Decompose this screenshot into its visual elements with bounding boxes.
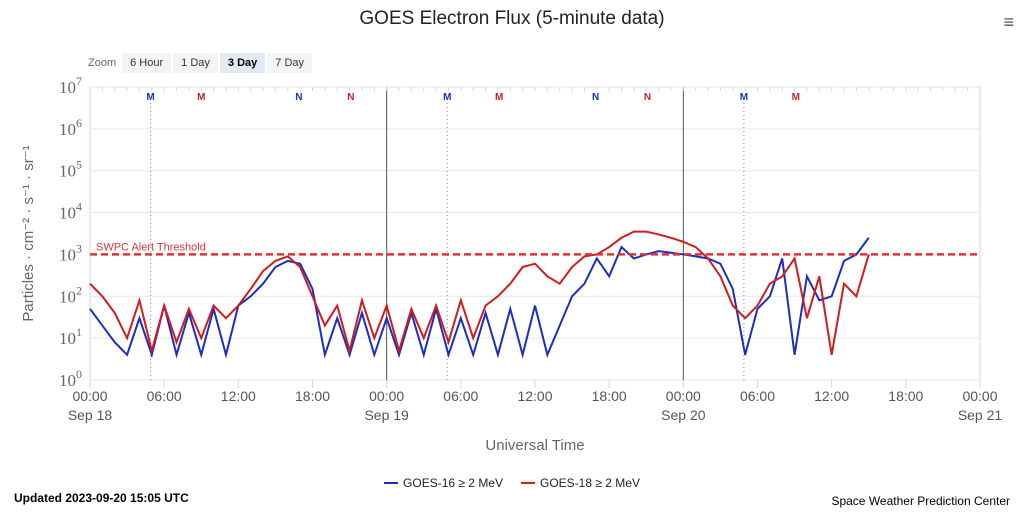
chart-title: GOES Electron Flux (5-minute data) xyxy=(359,8,665,29)
marker-label: M xyxy=(495,92,503,103)
legend-label: GOES-16 ≥ 2 MeV xyxy=(403,476,503,490)
x-axis-title: Universal Time xyxy=(485,437,584,454)
marker-label: M xyxy=(146,92,154,103)
zoom-bar: Zoom 6 Hour 1 Day 3 Day 7 Day xyxy=(88,53,314,73)
x-tick-label: 06:00 xyxy=(443,388,478,404)
y-tick-label: 100 xyxy=(59,367,82,390)
hamburger-menu-icon[interactable]: ≡ xyxy=(1003,12,1014,32)
credit: Space Weather Prediction Center xyxy=(831,494,1010,508)
marker-label: N xyxy=(592,92,599,103)
x-tick-label: 12:00 xyxy=(814,388,849,404)
x-tick-label: 12:00 xyxy=(517,388,552,404)
legend-swatch xyxy=(521,482,535,484)
updated-timestamp: Updated 2023-09-20 15:05 UTC xyxy=(14,491,189,505)
marker-label: M xyxy=(792,92,800,103)
legend-goes18[interactable]: GOES-18 ≥ 2 MeV xyxy=(521,476,640,490)
legend-label: GOES-18 ≥ 2 MeV xyxy=(540,476,640,490)
plot-area xyxy=(89,86,981,381)
zoom-3-day-button[interactable]: 3 Day xyxy=(219,53,266,73)
y-tick-label: 104 xyxy=(59,200,82,223)
y-tick-label: 107 xyxy=(59,74,82,97)
legend-swatch xyxy=(384,482,399,484)
legend-goes16[interactable]: GOES-16 ≥ 2 MeV xyxy=(384,476,503,490)
x-tick-label: 18:00 xyxy=(888,388,923,404)
marker-label: N xyxy=(347,92,354,103)
threshold-label: SWPC Alert Threshold xyxy=(96,241,206,253)
x-date-label: Sep 19 xyxy=(364,407,409,423)
marker-label: N xyxy=(644,92,651,103)
y-tick-label: 102 xyxy=(59,283,82,306)
marker-label: M xyxy=(740,92,748,103)
zoom-7-day-button[interactable]: 7 Day xyxy=(267,53,313,73)
y-tick-label: 105 xyxy=(59,158,82,181)
x-date-label: Sep 21 xyxy=(958,407,1003,423)
x-tick-label: 18:00 xyxy=(295,388,330,404)
y-tick-label: 101 xyxy=(59,325,82,348)
zoom-1-day-button[interactable]: 1 Day xyxy=(173,53,218,73)
y-axis-title: Particles · cm⁻² · s⁻¹ · sr⁻¹ xyxy=(20,145,37,321)
x-tick-label: 00:00 xyxy=(666,388,701,404)
x-date-label: Sep 20 xyxy=(661,407,706,423)
x-tick-label: 12:00 xyxy=(221,388,256,404)
x-tick-label: 06:00 xyxy=(147,388,182,404)
x-tick-label: 00:00 xyxy=(369,388,404,404)
x-tick-label: 06:00 xyxy=(740,388,775,404)
x-tick-label: 00:00 xyxy=(962,388,997,404)
x-date-label: Sep 18 xyxy=(68,407,113,423)
y-tick-label: 106 xyxy=(59,116,82,139)
x-tick-label: 18:00 xyxy=(592,388,627,404)
zoom-label: Zoom xyxy=(88,57,117,69)
goes18-line xyxy=(89,230,870,355)
marker-label: M xyxy=(197,92,205,103)
x-tick-label: 00:00 xyxy=(72,388,107,404)
marker-label: M xyxy=(443,92,451,103)
marker-label: N xyxy=(295,92,302,103)
y-tick-label: 103 xyxy=(59,241,82,264)
zoom-6-hour-button[interactable]: 6 Hour xyxy=(122,53,172,73)
legend: GOES-16 ≥ 2 MeV GOES-18 ≥ 2 MeV xyxy=(0,476,1024,490)
goes16-line xyxy=(89,237,870,359)
